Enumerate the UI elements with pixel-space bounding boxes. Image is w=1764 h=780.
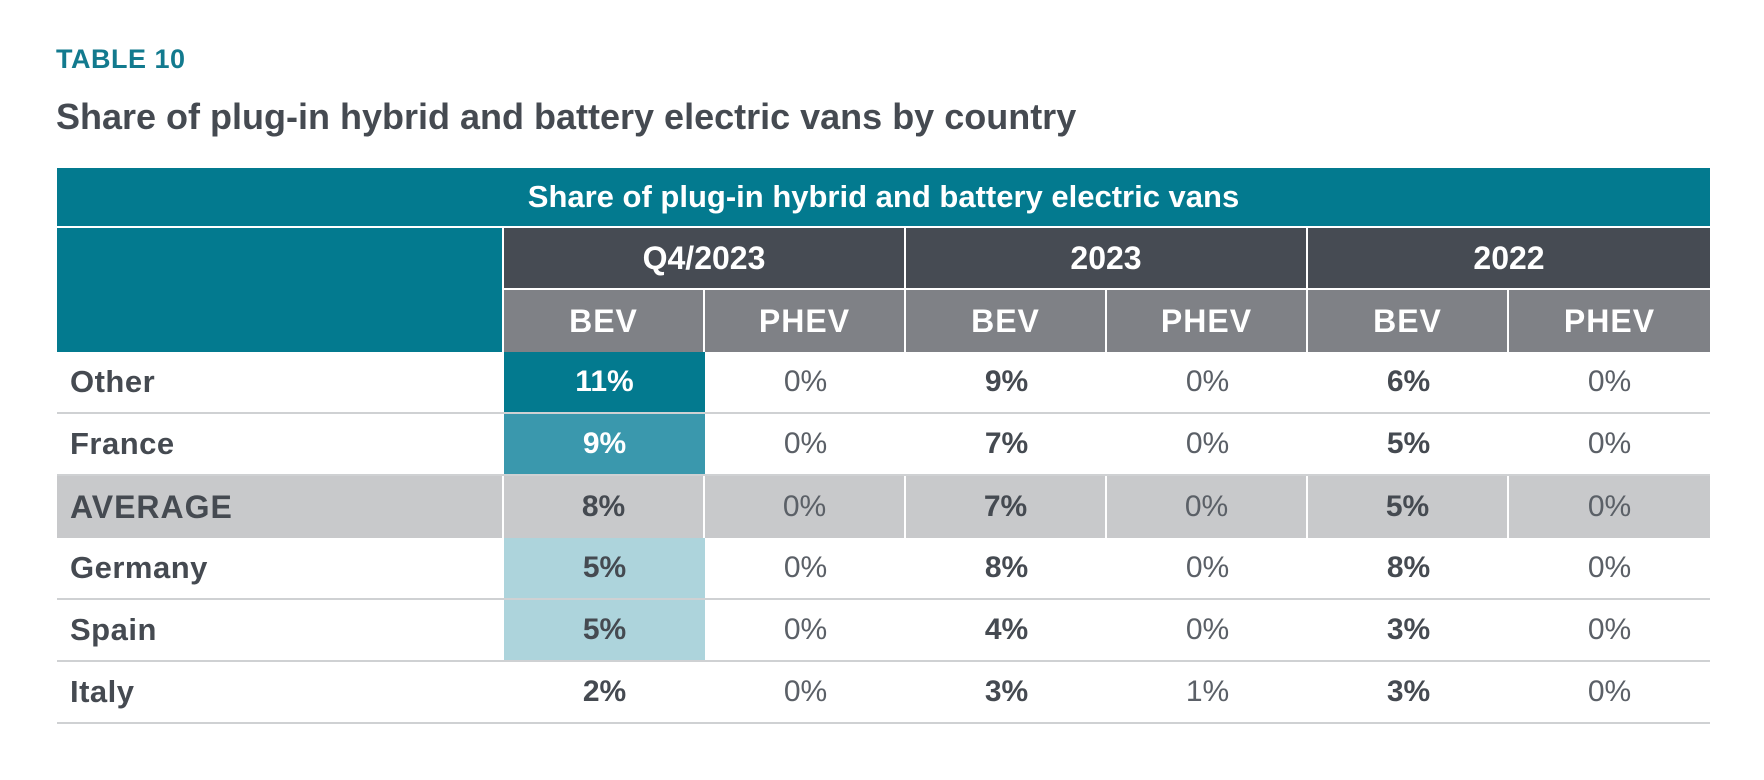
subheader-bev: BEV: [504, 290, 705, 352]
table-cell: 0%: [705, 538, 906, 600]
table-banner: Share of plug-in hybrid and battery elec…: [57, 168, 1710, 228]
table-cell: 0%: [1509, 538, 1710, 600]
table-cell: 3%: [906, 662, 1107, 724]
data-table: Share of plug-in hybrid and battery elec…: [57, 168, 1710, 724]
table-cell: 3%: [1308, 662, 1509, 724]
table-cell: 0%: [1509, 414, 1710, 476]
table-cell: 1%: [1107, 662, 1308, 724]
row-label-italy: Italy: [57, 662, 504, 724]
header-corner: [57, 228, 504, 352]
period-header-2023: 2023: [906, 228, 1308, 290]
page-title: Share of plug-in hybrid and battery elec…: [56, 96, 1077, 137]
table-cell: 0%: [705, 352, 906, 414]
row-label-spain: Spain: [57, 600, 504, 662]
table-cell: 0%: [1107, 600, 1308, 662]
table-cell: 0%: [1509, 662, 1710, 724]
table-cell: 0%: [1107, 414, 1308, 476]
table-cell: 5%: [1308, 414, 1509, 476]
period-header-q4-2023: Q4/2023: [504, 228, 906, 290]
table-cell: 0%: [1509, 600, 1710, 662]
table-cell: 5%: [504, 538, 705, 600]
subheader-phev: PHEV: [1107, 290, 1308, 352]
table-cell: 0%: [1107, 352, 1308, 414]
table-cell: 5%: [504, 600, 705, 662]
table-cell: 5%: [1308, 476, 1509, 538]
table-cell: 8%: [1308, 538, 1509, 600]
table-cell: 2%: [504, 662, 705, 724]
table-cell: 8%: [906, 538, 1107, 600]
table-cell: 11%: [504, 352, 705, 414]
table-cell: 0%: [705, 414, 906, 476]
table-cell: 7%: [906, 476, 1107, 538]
table-cell: 0%: [705, 600, 906, 662]
table-cell: 9%: [504, 414, 705, 476]
table-cell: 0%: [1107, 538, 1308, 600]
period-header-2022: 2022: [1308, 228, 1710, 290]
table-cell: 6%: [1308, 352, 1509, 414]
table-cell: 3%: [1308, 600, 1509, 662]
row-label-other: Other: [57, 352, 504, 414]
table-cell: 7%: [906, 414, 1107, 476]
table-cell: 0%: [1107, 476, 1308, 538]
subheader-bev: BEV: [1308, 290, 1509, 352]
row-label-average: AVERAGE: [57, 476, 504, 538]
table-cell: 4%: [906, 600, 1107, 662]
table-cell: 0%: [705, 662, 906, 724]
table-cell: 0%: [705, 476, 906, 538]
table-cell: 0%: [1509, 352, 1710, 414]
row-label-germany: Germany: [57, 538, 504, 600]
table-label: TABLE 10: [56, 44, 186, 74]
subheader-phev: PHEV: [1509, 290, 1710, 352]
subheader-phev: PHEV: [705, 290, 906, 352]
table-cell: 9%: [906, 352, 1107, 414]
subheader-bev: BEV: [906, 290, 1107, 352]
table-cell: 8%: [504, 476, 705, 538]
row-label-france: France: [57, 414, 504, 476]
table-cell: 0%: [1509, 476, 1710, 538]
